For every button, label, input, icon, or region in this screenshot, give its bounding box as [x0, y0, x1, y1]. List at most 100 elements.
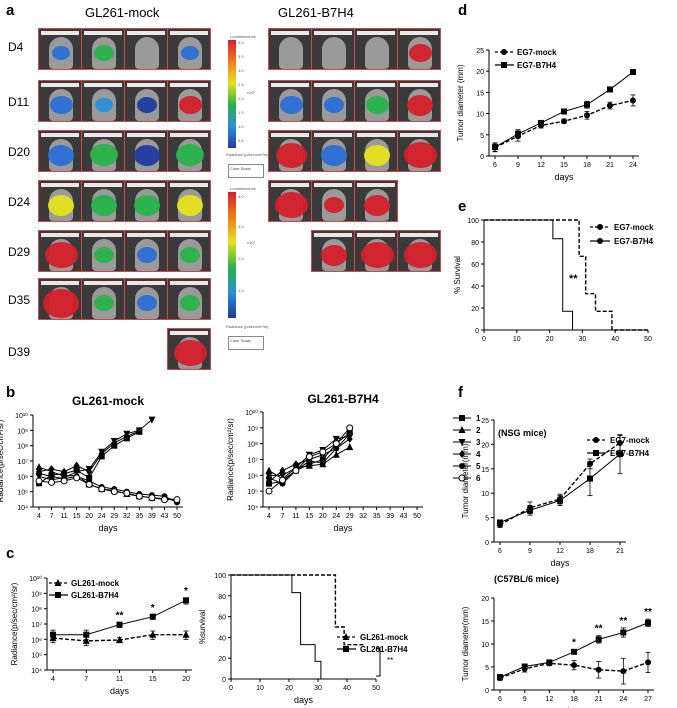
mouse-image-b7h4-d1-0 [268, 80, 312, 122]
x-axis-label: days [554, 172, 574, 182]
y-tick-label: 20 [471, 306, 479, 313]
scale1-tick-1: 3.5 [238, 54, 244, 59]
y-tick-label: 10⁴ [17, 505, 28, 512]
scale1-tick-5: 1.5 [238, 110, 244, 115]
data-point [571, 662, 577, 669]
scale1-title: Luminescence [230, 34, 256, 39]
chart-b_b7h4: 10⁴ 10⁵ 10⁶ 10⁷ 10⁸ 10⁹ 10¹⁰ 4 7 11 15 20 24 29 32 35 39… [226, 392, 423, 533]
x-tick-label: 32 [123, 513, 131, 520]
y-tick-label: 10⁶ [247, 473, 258, 480]
x-axis-label: days [333, 523, 353, 533]
y-tick-label: 10⁹ [247, 426, 258, 433]
data-point [607, 102, 613, 109]
x-tick-label: 15 [305, 513, 313, 520]
scale1-tick-6: 1.0 [238, 124, 244, 129]
scale1-tick-2: 3.0 [238, 68, 244, 73]
chart-c_line: 10⁴ 10⁵ 10⁶ 10⁷ 10⁸ 10⁹ 10¹⁰ 4 7 11 15 20 days Radian… [10, 575, 192, 696]
legend-marker [501, 62, 507, 68]
x-tick-label: 10 [256, 685, 264, 692]
data-point [182, 630, 190, 638]
data-point [48, 465, 55, 474]
data-point [305, 453, 313, 461]
x-tick-label: 50 [173, 513, 181, 520]
x-tick-label: 7 [84, 676, 88, 683]
data-point [73, 468, 81, 476]
series-line [38, 466, 178, 501]
data-point [160, 496, 168, 504]
data-point [561, 108, 567, 115]
survival-curve [231, 574, 327, 680]
legend-marker [593, 450, 599, 456]
data-point [620, 629, 627, 636]
data-point [86, 467, 93, 476]
series-line [499, 453, 621, 523]
legend-marker [459, 415, 465, 421]
y-tick-label: 80 [218, 594, 226, 601]
y-tick-label: 25 [476, 48, 484, 55]
x-tick-label: 32 [359, 513, 367, 520]
legend-label: EG7-B7H4 [517, 61, 557, 70]
series-eg7-mock [492, 94, 636, 153]
data-point [82, 636, 90, 644]
mouse-image-mock-d4-2 [124, 230, 168, 272]
y-axis-label: Tumor diameter(mm) [461, 443, 470, 518]
legend-label: EG7-mock [614, 223, 654, 232]
y-tick-label: 5 [480, 133, 484, 140]
y-tick-label: 10⁹ [17, 428, 28, 435]
significance-mark: * [184, 586, 188, 597]
data-point [497, 674, 503, 681]
x-tick-label: 9 [523, 696, 527, 703]
mouse-image-mock-d2-1 [81, 130, 125, 172]
y-tick-label: 10 [481, 491, 489, 498]
survival-curve [484, 219, 648, 331]
x-tick-label: 50 [372, 685, 380, 692]
x-tick-label: 18 [570, 696, 578, 703]
legend-label: EG7-B7H4 [614, 237, 654, 246]
data-point [346, 443, 354, 451]
y-tick-label: 10⁸ [247, 442, 258, 449]
significance-mark: ** [116, 610, 124, 621]
y-tick-label: 10⁹ [31, 591, 42, 598]
x-tick-label: 12 [545, 696, 553, 703]
data-point [148, 494, 156, 502]
data-point [492, 144, 498, 151]
y-tick-label: 10⁴ [31, 668, 42, 675]
data-point [110, 488, 118, 496]
mouse-image-mock-d3-3 [167, 180, 211, 222]
data-point [135, 492, 143, 500]
legend-label: GL261-mock [360, 633, 409, 642]
mouse-image-b7h4-d2-1 [311, 130, 355, 172]
mouse-image-mock-d6-0 [167, 328, 211, 370]
series-5 [36, 470, 180, 506]
legend-marker [458, 474, 466, 482]
y-axis-label: Tumor diameter (mm) [456, 64, 465, 141]
data-point [73, 474, 81, 482]
series-gl261-mock [231, 574, 365, 646]
x-tick-label: 43 [161, 513, 169, 520]
x-tick-label: 11 [116, 676, 123, 683]
x-tick-label: 20 [85, 513, 93, 520]
scale2-tick-1: 3.0 [238, 224, 244, 229]
y-tick-label: 10⁸ [17, 444, 28, 451]
scale1-radiance-label: Radiance (p/sec/cm²/sr) [226, 152, 269, 157]
x-tick-label: 43 [400, 513, 408, 520]
significance-mark: ** [569, 273, 578, 285]
data-point [346, 431, 353, 438]
mouse-image-mock-d2-3 [167, 130, 211, 172]
x-tick-label: 39 [148, 513, 156, 520]
scale2-tick-0: 4.0 [238, 194, 244, 199]
data-point [111, 438, 118, 447]
legend-marker [54, 579, 62, 586]
legend-d: EG7-mock EG7-B7H4 [495, 48, 557, 70]
scale2-color-scale-label: Color Scale [230, 338, 251, 343]
data-point [332, 450, 340, 458]
data-point [173, 496, 181, 504]
data-point [50, 631, 56, 638]
mouse-image-b7h4-d3-1 [311, 180, 355, 222]
series-eg7-mock [484, 219, 648, 331]
chart-e: 0 20 40 60 80 100 0 10 20 30 40 50 % Survival [453, 218, 652, 343]
survival-curve [231, 574, 365, 646]
legend-label: 6 [476, 474, 481, 483]
panel-f-label: f [458, 384, 463, 401]
data-point [116, 621, 123, 628]
